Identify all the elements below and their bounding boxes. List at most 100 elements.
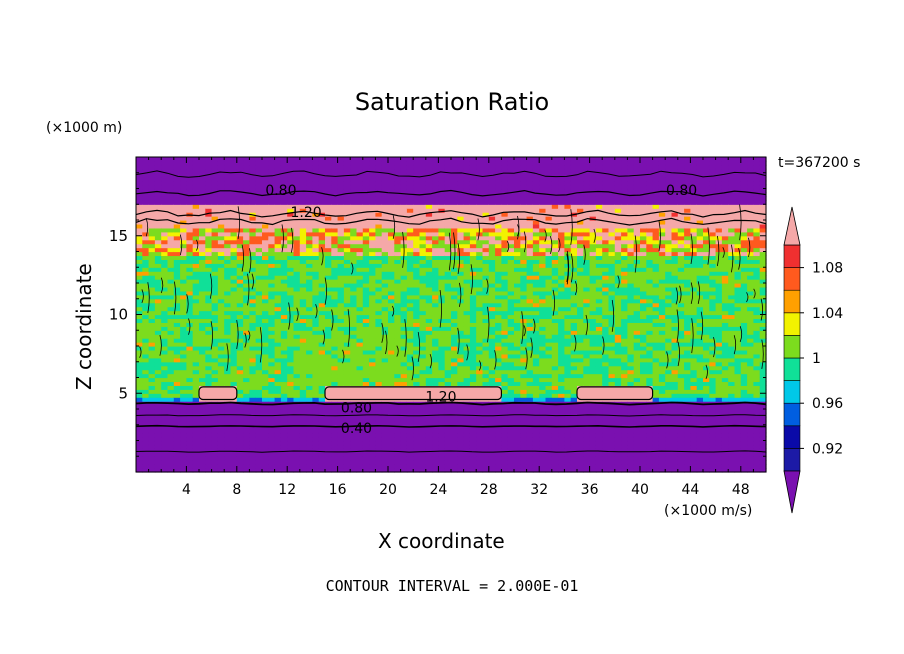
heatmap-cell <box>287 180 295 186</box>
heatmap-cell <box>148 160 156 166</box>
heatmap-cell <box>463 271 471 276</box>
heatmap-cell <box>274 204 282 209</box>
heatmap-cell <box>199 243 206 249</box>
heatmap-cell <box>362 290 370 296</box>
heatmap-cell <box>205 204 213 209</box>
heatmap-cell <box>211 330 219 335</box>
heatmap-cell <box>375 172 383 178</box>
heatmap-cell <box>167 235 175 241</box>
heatmap-cell <box>375 184 383 190</box>
heatmap-cell <box>425 353 433 359</box>
heatmap-cell <box>287 302 295 308</box>
heatmap-cell <box>413 381 421 386</box>
heatmap-cell <box>394 357 402 363</box>
heatmap-cell <box>469 243 477 249</box>
heatmap-cell <box>419 204 427 209</box>
heatmap-cell <box>520 318 528 323</box>
heatmap-cell <box>400 302 408 308</box>
heatmap-cell <box>432 271 439 276</box>
heatmap-cell <box>280 227 288 233</box>
heatmap-cell <box>268 298 276 304</box>
heatmap-cell <box>388 306 395 312</box>
heatmap-cell <box>186 172 194 178</box>
heatmap-cell <box>381 176 389 182</box>
heatmap-cell <box>280 247 288 253</box>
heatmap-cell <box>325 365 332 371</box>
heatmap-cell <box>236 180 244 186</box>
heatmap-cell <box>495 302 502 308</box>
heatmap-cell <box>287 349 295 355</box>
heatmap-cell <box>280 216 288 221</box>
heatmap-cell <box>362 464 370 469</box>
heatmap-cell <box>343 326 351 331</box>
heatmap-cell <box>236 216 244 221</box>
heatmap-cell <box>482 373 490 379</box>
heatmap-cell <box>343 448 351 453</box>
heatmap-cell <box>262 290 269 296</box>
heatmap-cell <box>161 416 169 422</box>
heatmap-cell <box>249 385 257 390</box>
heatmap-cell <box>293 436 301 442</box>
heatmap-cell <box>444 192 452 197</box>
heatmap-cell <box>331 306 339 312</box>
heatmap-cell <box>211 188 219 194</box>
heatmap-cell <box>476 204 484 209</box>
heatmap-cell <box>211 227 219 233</box>
heatmap-cell <box>148 239 156 245</box>
heatmap-cell <box>413 157 421 162</box>
heatmap-cell <box>369 275 376 280</box>
heatmap-cell <box>136 432 143 438</box>
heatmap-cell <box>280 200 288 205</box>
heatmap-cell <box>356 369 364 375</box>
heatmap-cell <box>180 385 187 390</box>
heatmap-cell <box>362 243 370 249</box>
heatmap-cell <box>350 460 358 465</box>
heatmap-cell <box>173 275 181 280</box>
heatmap-cell <box>444 440 452 446</box>
heatmap-cell <box>205 357 213 363</box>
heatmap-cell <box>476 373 484 379</box>
heatmap-cell <box>280 405 288 410</box>
heatmap-cell <box>469 251 477 257</box>
heatmap-cell <box>148 326 156 331</box>
heatmap-cell <box>432 342 439 347</box>
heatmap-cell <box>400 231 408 237</box>
heatmap-cell <box>400 464 408 469</box>
heatmap-cell <box>268 365 276 371</box>
heatmap-cell <box>211 424 219 430</box>
heatmap-cell <box>369 389 376 394</box>
heatmap-cell <box>280 326 288 331</box>
heatmap-cell <box>255 436 263 442</box>
heatmap-cell <box>318 160 326 166</box>
heatmap-cell <box>325 444 332 449</box>
heatmap-cell <box>356 393 364 398</box>
heatmap-cell <box>142 283 150 288</box>
heatmap-cell <box>444 196 452 201</box>
heatmap-cell <box>469 322 477 327</box>
heatmap-cell <box>337 247 345 253</box>
heatmap-cell <box>356 444 364 449</box>
heatmap-cell <box>167 330 175 335</box>
heatmap-cell <box>312 338 320 343</box>
heatmap-cell <box>388 271 395 276</box>
heatmap-cell <box>482 192 490 197</box>
heatmap-cell <box>444 279 452 284</box>
heatmap-cell <box>444 267 452 272</box>
heatmap-cell <box>230 279 238 284</box>
heatmap-cell <box>394 334 402 339</box>
heatmap-cell <box>205 223 213 229</box>
heatmap-cell <box>501 342 509 347</box>
heatmap-cell <box>318 298 326 304</box>
heatmap-cell <box>438 157 446 162</box>
heatmap-cell <box>337 283 345 288</box>
heatmap-cell <box>394 267 402 272</box>
heatmap-cell <box>406 318 414 323</box>
heatmap-cell <box>425 444 433 449</box>
heatmap-cell <box>488 456 496 461</box>
heatmap-cell <box>299 314 307 320</box>
heatmap-cell <box>495 298 502 304</box>
heatmap-cell <box>299 227 307 233</box>
heatmap-cell <box>495 420 502 426</box>
heatmap-cell <box>199 460 206 465</box>
heatmap-cell <box>287 334 295 339</box>
